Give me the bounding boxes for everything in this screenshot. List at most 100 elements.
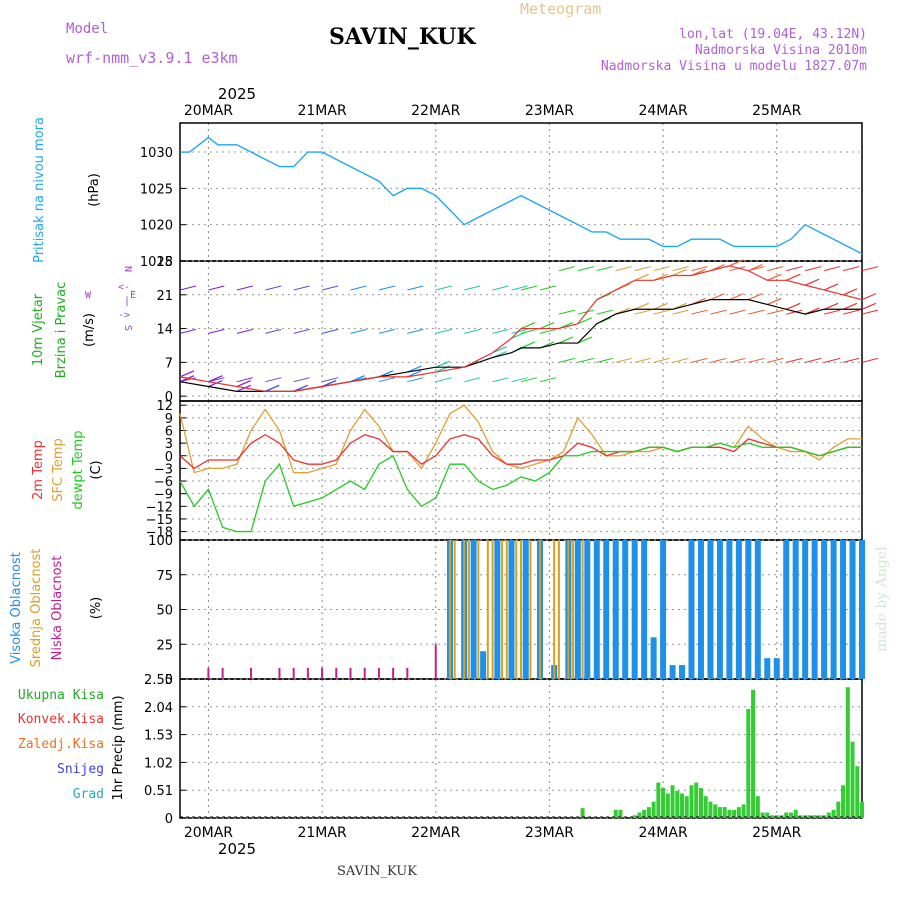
wind-arrow [321,285,339,291]
temp-tick-label: −3 [154,462,173,477]
precip-bar [845,687,850,818]
pressure-tick-label: 1030 [140,146,173,161]
mid-cloud-bar [529,540,532,679]
wind-arrow [691,309,708,315]
precip-bar [784,812,789,818]
wind-arrow [492,285,509,291]
dir-e: E [130,290,136,301]
precip-label-conv: Konvek.Kisa [18,712,104,727]
wind-arrow [520,328,538,334]
bottom-day-label: 20MAR [184,825,233,841]
precip-bar [680,793,685,818]
wind-arrow [842,266,860,272]
wind-arrow [407,285,424,291]
precip-bar [689,785,694,818]
high-cloud-bar [716,540,723,679]
precip-bar [841,785,846,818]
wind-arrow [236,377,253,383]
high-cloud-bar [522,540,529,679]
temp-tick-label: 12 [156,399,173,414]
precip-bar [708,801,713,818]
sfc-temp-line [179,404,862,474]
high-cloud-bar [470,540,477,679]
wind-arrow [861,266,879,272]
mid-cloud-bar [538,540,541,679]
wind-barb [767,273,782,281]
high-cloud-bar [783,540,790,679]
precip-label-hail: Grad [73,787,104,802]
mid-cloud-bar [501,540,504,679]
mid-cloud-bar [520,540,522,679]
wind-arrow [786,309,803,315]
wind-arrow [539,285,557,291]
top-day-label: 21MAR [297,103,346,119]
wind-arrow [265,285,282,291]
wind-arrow [492,328,509,334]
low-cloud-bar [207,667,210,679]
wind-arrow [748,266,765,272]
mid-cloud-bar [553,540,556,679]
wind-title2: Brzina i Pravac [54,282,69,379]
wind-barb [435,360,450,368]
wind-arrow [767,266,784,272]
low-cloud-bar [406,667,409,679]
precip-bar [698,788,703,818]
cloud-tick-label: 100 [148,534,173,549]
mid-cloud-bar [572,540,575,679]
precip-bar [741,804,746,818]
temp2m-line [179,433,862,470]
wind-barb [672,268,687,277]
precip-bar [694,782,699,818]
wind-arrow [634,357,651,363]
low-cloud-bar [377,667,380,679]
wind-barb [558,336,574,344]
wind-arrow [236,328,253,334]
high-cloud-bar [574,540,581,679]
wind-arrow [615,357,632,363]
wind-arrow [729,266,746,272]
wind-arrow [710,309,727,315]
high-cloud-bar [735,540,742,679]
wind-barb [861,293,877,301]
pressure-title: Pritisak na nivou mora [32,117,47,263]
wind-arrow [378,285,396,291]
wind-arrow [596,357,613,363]
wind-arrow [293,377,310,383]
precip-bar [656,782,661,818]
station-title: SAVIN_KUK [329,24,476,50]
wind-arrow [842,357,860,363]
cloud-title2: Srednja Oblacnost [29,549,44,668]
wind-arrow [861,309,879,315]
wind-arrow [805,266,822,272]
temp-tick-label: −12 [146,500,173,515]
dewpt-line [179,442,862,533]
precip-bar [717,807,722,818]
wind-title: 10m Vjetar [31,293,46,366]
wind-arrow [321,328,339,334]
high-cloud-bar [764,658,771,679]
precip-bar [788,812,793,818]
high-cloud-bar [650,637,657,679]
wind-arrow [265,328,282,334]
mid-cloud-bar [486,540,489,679]
wind-arrow [435,328,452,334]
high-cloud-bar [584,540,591,679]
bottom-day-label: 25MAR [752,825,801,841]
low-cloud-bar [434,644,437,679]
wind-arrow [208,377,225,383]
dir-right: -> [118,310,130,321]
cloud-tick-label: 75 [156,569,173,584]
mid-cloud-bar [567,540,570,679]
high-cloud-bar [707,540,714,679]
precip-tick-label: 0.51 [144,784,173,799]
wind-barb [729,259,744,267]
wind-arrow [634,266,651,272]
cloud-title3: Niska Oblacnost [50,556,65,661]
wind-arrow [511,285,528,291]
wind-barb [785,302,801,310]
temp-title2: SFC Temp [51,438,66,502]
wind-barb [634,273,649,281]
wind-arrow [615,266,632,272]
high-cloud-bar [508,540,515,679]
